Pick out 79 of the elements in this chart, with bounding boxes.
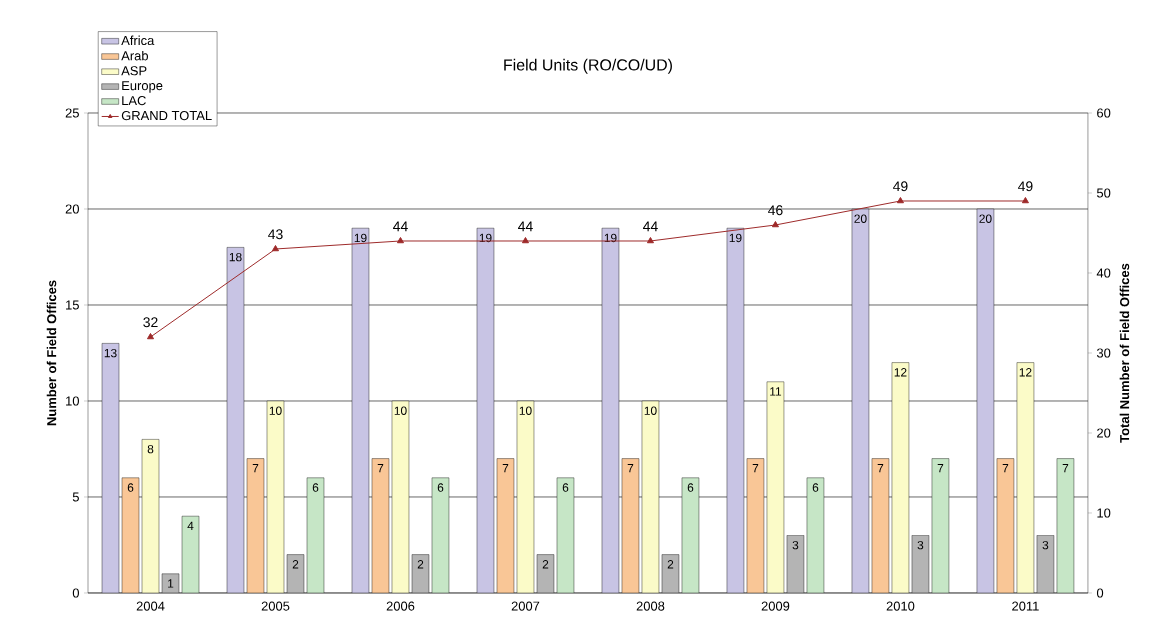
data-label: 19 — [354, 233, 367, 243]
x-tick-label: 2009 — [761, 601, 790, 611]
chart-title: Field Units (RO/CO/UD) — [504, 58, 672, 74]
data-label: 3 — [1042, 540, 1049, 550]
data-label: 10 — [519, 406, 532, 415]
data-label: 18 — [229, 252, 242, 262]
legend-label: Africa — [121, 35, 155, 46]
data-label: 2 — [667, 560, 674, 569]
data-label: 49 — [893, 181, 908, 192]
data-label: 3 — [917, 540, 924, 550]
y2-tick-label: 50 — [1096, 188, 1111, 198]
data-label: 13 — [104, 348, 117, 358]
data-label: 4 — [187, 521, 194, 530]
data-label: 32 — [143, 317, 158, 328]
data-label: 6 — [312, 483, 319, 492]
y-tick-label: 10 — [66, 396, 79, 406]
data-label: 44 — [518, 221, 533, 232]
data-label: 7 — [502, 464, 509, 473]
data-label: 19 — [604, 233, 617, 243]
y-tick-label: 5 — [72, 492, 79, 502]
data-label: 11 — [770, 387, 782, 396]
legend-label: LAC — [122, 96, 146, 106]
data-label: 2 — [292, 560, 299, 569]
y2-tick-label: 0 — [1096, 588, 1104, 598]
data-label: 7 — [1062, 464, 1069, 473]
data-label: 6 — [687, 483, 694, 492]
data-label: 12 — [1019, 368, 1032, 377]
data-label: 19 — [479, 233, 492, 243]
data-label: 6 — [437, 483, 444, 492]
y-tick-label: 15 — [66, 300, 79, 310]
data-label: 46 — [768, 205, 783, 216]
data-label: 7 — [752, 464, 759, 473]
y2-tick-label: 10 — [1097, 508, 1111, 518]
x-tick-label: 2005 — [261, 601, 290, 611]
legend-label: Arab — [121, 50, 148, 61]
y-tick-label: 25 — [65, 108, 79, 118]
y2-axis-title: Total Number of Field Offices — [1119, 263, 1130, 443]
data-label: 10 — [394, 406, 407, 415]
data-label: 10 — [644, 406, 657, 415]
data-label: 43 — [268, 229, 283, 240]
data-label: 8 — [147, 444, 154, 454]
x-tick-label: 2007 — [511, 601, 540, 611]
data-label: 7 — [877, 464, 884, 473]
data-label: 12 — [894, 368, 907, 377]
y-tick-label: 20 — [65, 204, 79, 214]
data-label: 19 — [729, 233, 742, 243]
y2-tick-label: 30 — [1096, 348, 1111, 358]
data-label: 7 — [1002, 464, 1009, 473]
data-label: 1 — [168, 579, 174, 588]
legend-label: GRAND TOTAL — [121, 110, 212, 121]
data-label: 10 — [269, 406, 282, 415]
x-tick-label: 2010 — [886, 601, 915, 611]
y-axis-title: Number of Field Offices — [46, 280, 57, 426]
data-label: 44 — [643, 221, 658, 232]
y2-tick-label: 20 — [1097, 428, 1111, 438]
y2-tick-label: 60 — [1097, 108, 1111, 118]
data-label: 44 — [393, 221, 408, 232]
legend-label: ASP — [121, 66, 147, 76]
data-label: 2 — [542, 560, 549, 569]
y2-tick-label: 40 — [1096, 268, 1111, 278]
x-tick-label: 2004 — [136, 601, 165, 611]
x-tick-label: 2011 — [1012, 601, 1039, 611]
data-label: 3 — [792, 540, 799, 550]
data-label: 6 — [562, 483, 569, 492]
data-label: 7 — [937, 464, 944, 473]
data-label: 20 — [854, 214, 867, 223]
x-tick-label: 2006 — [386, 601, 415, 611]
legend-label: Europe — [122, 81, 163, 93]
data-label: 7 — [377, 464, 384, 473]
data-label: 20 — [979, 214, 992, 223]
data-label: 7 — [252, 464, 259, 473]
y-tick-label: 0 — [72, 588, 79, 598]
data-label: 6 — [812, 483, 819, 492]
data-label: 6 — [127, 483, 134, 492]
data-label: 7 — [627, 464, 634, 473]
data-label: 49 — [1017, 181, 1033, 192]
data-label: 2 — [417, 560, 424, 569]
x-tick-label: 2008 — [636, 601, 665, 611]
point — [146, 332, 155, 340]
